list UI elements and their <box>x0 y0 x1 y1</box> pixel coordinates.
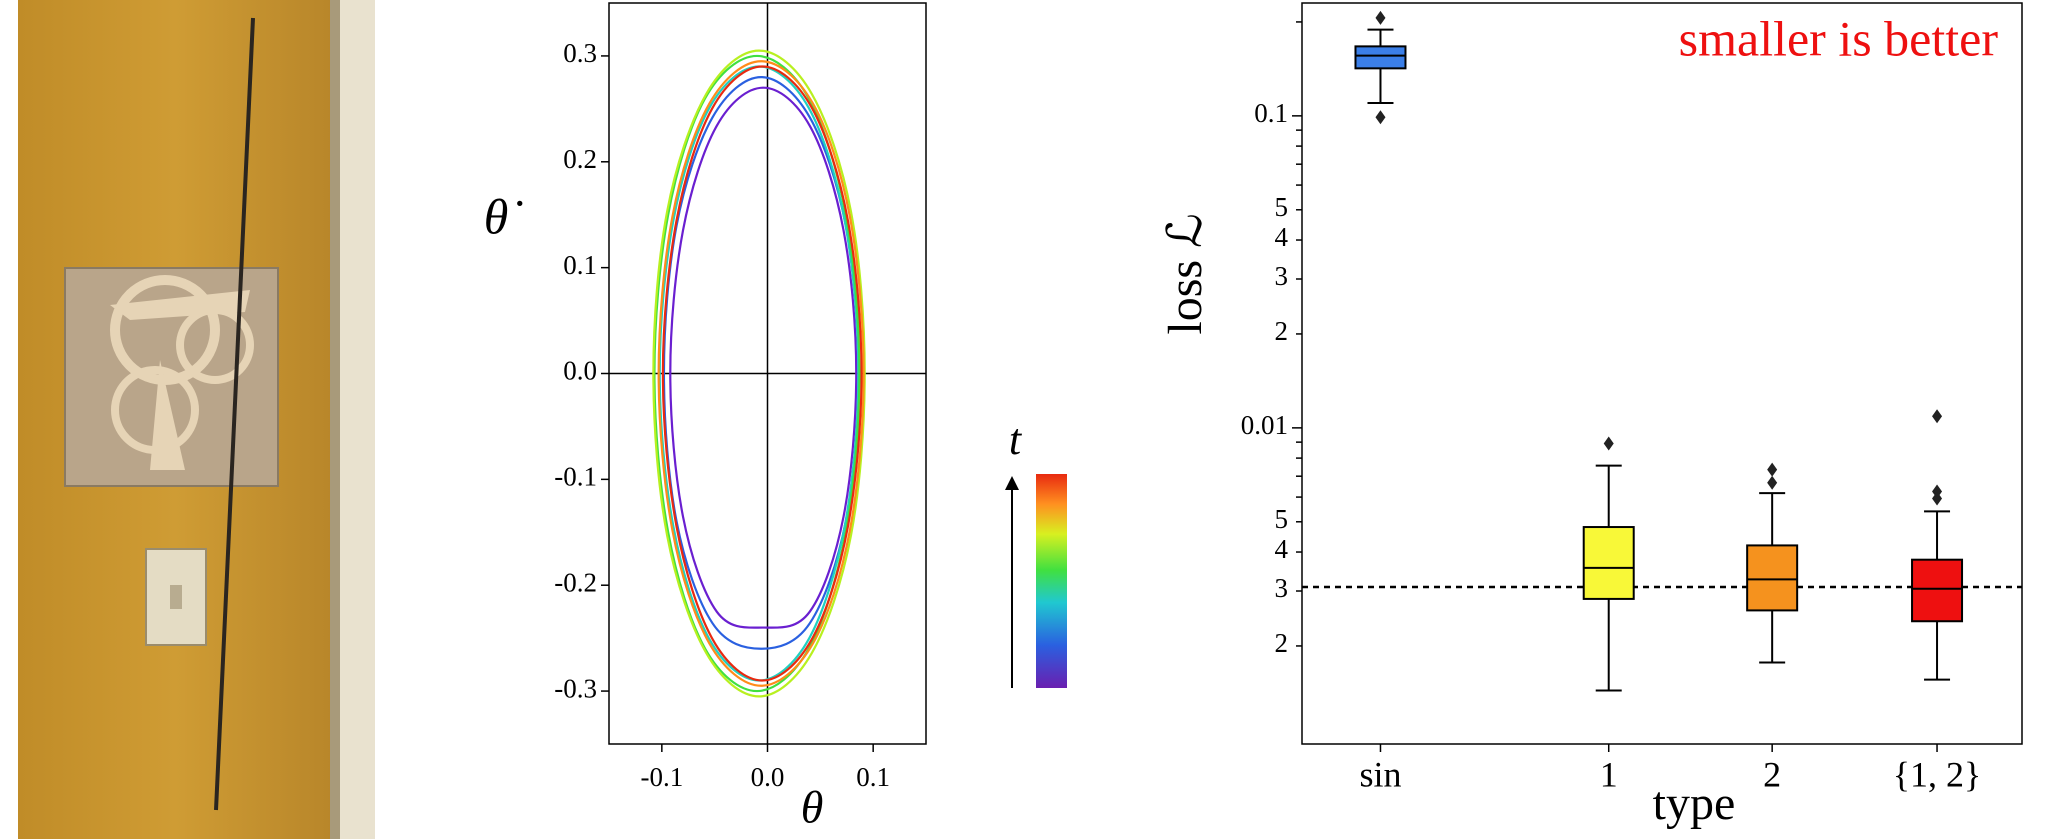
x-tick-label: 2 <box>1763 754 1781 794</box>
x-tick-label: 0.0 <box>751 762 785 792</box>
colorbar-label: t <box>1009 415 1023 464</box>
y-axis-label: θ̇ <box>484 188 524 244</box>
plot-frame <box>1301 2 2023 745</box>
y-tick-label: 5 <box>1275 192 1289 222</box>
y-tick-label: 0.1 <box>563 250 597 280</box>
y-tick-label: 2 <box>1275 316 1289 346</box>
x-tick-label: 0.1 <box>856 762 890 792</box>
y-tick-label: 4 <box>1275 222 1289 252</box>
x-tick-label: {1, 2} <box>1893 754 1982 794</box>
y-tick-label: 5 <box>1275 504 1289 534</box>
x-tick-label: -0.1 <box>640 762 683 792</box>
y-tick-label: 2 <box>1275 628 1289 658</box>
outlier <box>1767 475 1778 490</box>
x-tick-label: 1 <box>1600 754 1618 794</box>
trajectory <box>669 86 858 629</box>
y-tick-label: 0.01 <box>1241 410 1288 440</box>
x-axis-label: type <box>1653 777 1736 830</box>
x-axis-label: θ <box>801 782 824 833</box>
photo <box>18 0 375 839</box>
box <box>1746 544 1799 612</box>
trajectory <box>652 49 866 698</box>
trajectory <box>662 75 860 650</box>
outlier <box>1375 110 1386 125</box>
outlier <box>1375 10 1386 25</box>
y-tick-label: -0.3 <box>554 673 597 703</box>
y-tick-label: 0.1 <box>1254 98 1288 128</box>
y-tick-label: 0.0 <box>563 356 597 386</box>
y-axis-label: loss ℒ <box>1159 213 1212 334</box>
trajectory <box>657 60 865 687</box>
box <box>1582 526 1635 600</box>
box <box>1354 45 1407 70</box>
annotation: smaller is better <box>1679 10 1999 66</box>
y-tick-label: 3 <box>1275 261 1289 291</box>
y-tick-label: -0.1 <box>554 462 597 492</box>
y-tick-label: 0.3 <box>563 38 597 68</box>
y-tick-label: -0.2 <box>554 567 597 597</box>
box <box>1911 558 1964 623</box>
x-tick-label: sin <box>1359 754 1401 794</box>
outlier <box>1603 436 1614 451</box>
colorbar <box>1036 474 1067 688</box>
outlier <box>1932 491 1943 506</box>
outlier <box>1932 409 1943 424</box>
y-tick-label: 4 <box>1275 534 1289 564</box>
outlier <box>1767 462 1778 477</box>
trajectory <box>661 65 863 682</box>
y-tick-label: 3 <box>1275 573 1289 603</box>
y-tick-label: 0.2 <box>563 144 597 174</box>
colorbar-arrowhead <box>1005 476 1019 490</box>
